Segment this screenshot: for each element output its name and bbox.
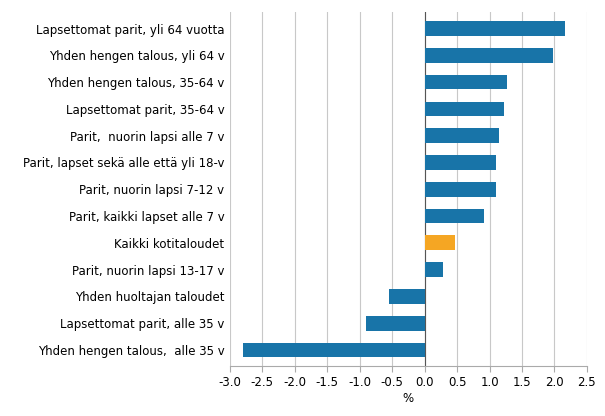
X-axis label: %: % bbox=[403, 392, 414, 405]
Bar bbox=[366, 316, 425, 331]
Bar bbox=[389, 289, 425, 304]
Bar bbox=[425, 182, 496, 197]
Bar bbox=[425, 209, 485, 223]
Bar bbox=[243, 343, 425, 357]
Bar bbox=[425, 48, 553, 63]
Bar bbox=[425, 21, 566, 36]
Bar bbox=[425, 155, 496, 170]
Bar bbox=[425, 102, 504, 116]
Bar bbox=[425, 235, 455, 250]
Bar bbox=[425, 75, 507, 89]
Bar bbox=[425, 262, 443, 277]
Bar bbox=[425, 129, 499, 143]
